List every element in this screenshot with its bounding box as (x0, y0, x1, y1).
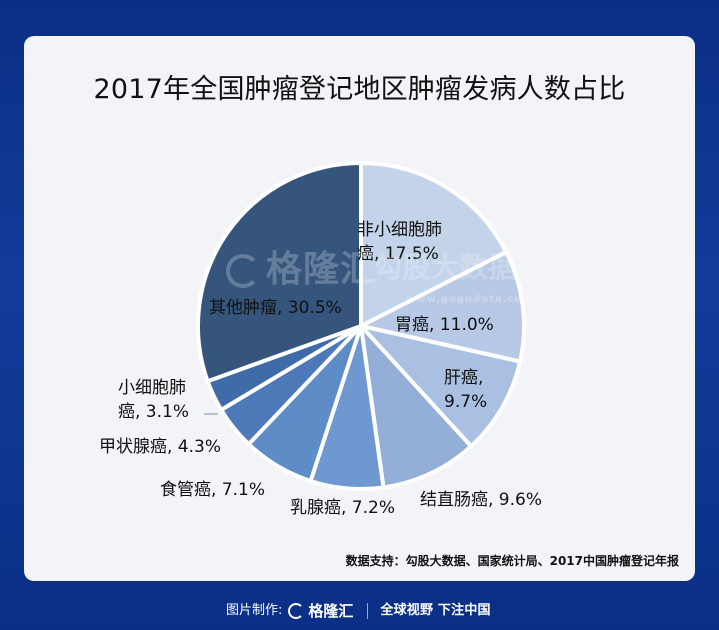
pie-chart: 非小细胞肺癌, 17.5% 胃癌, 11.0% 肝癌, 9.7% 结直肠癌, 9.6% 乳… (99, 161, 542, 518)
pie-label-1: 非小细胞肺癌, 17.5% (357, 220, 442, 264)
footer-logo-mark-icon (288, 603, 305, 619)
footer: 图片制作: 格隆汇 全球视野 下注中国 (226, 599, 491, 623)
pie-slice-4 (359, 324, 474, 490)
footer-logo-text: 格隆汇 (308, 602, 354, 620)
pie-labels: 非小细胞肺癌, 17.5% 胃癌, 11.0% 肝癌, 9.7% 结直肠癌, 9.6% 乳… (99, 220, 542, 518)
pie-slices (196, 161, 526, 491)
footer-divider (367, 603, 369, 619)
pie-label-3-line-1: 肝癌, (444, 368, 483, 388)
pie-label-2-line-1: 胃癌, 11.0% (395, 315, 494, 335)
pie-label-4: 结直肠癌, 9.6% (420, 490, 542, 510)
pie-label-4-line-1: 结直肠癌, 9.6% (420, 490, 542, 510)
pie-label-5: 乳腺癌, 7.2% (290, 498, 395, 518)
footer-label: 图片制作: (226, 603, 283, 618)
pie-label-2: 胃癌, 11.0% (395, 315, 494, 335)
pie-label-6: 食管癌, 7.1% (160, 480, 265, 500)
pie-label-1-line-1: 非小细胞肺 (357, 220, 442, 240)
chart-panel: 2017年全国肿瘤登记地区肿瘤发病人数占比 非小细胞肺癌, 17.5% 胃癌, 1… (24, 36, 695, 581)
data-source-note: 数据支持：勾股大数据、国家统计局、2017中国肿瘤登记年报 (345, 554, 679, 568)
chart-title: 2017年全国肿瘤登记地区肿瘤发病人数占比 (93, 74, 626, 105)
pie-label-8: 小细胞肺癌, 3.1% (118, 378, 189, 422)
pie-label-8-line-1: 小细胞肺 (118, 378, 186, 398)
pie-label-5-line-1: 乳腺癌, 7.2% (290, 498, 395, 518)
pie-slice-1 (359, 161, 509, 328)
pie-label-8-line-2: 癌, 3.1% (118, 402, 189, 422)
pie-label-6-line-1: 食管癌, 7.1% (160, 480, 265, 500)
pie-label-7: 甲状腺癌, 4.3% (99, 437, 221, 457)
pie-slice-3 (359, 324, 523, 449)
pie-label-7-line-1: 甲状腺癌, 4.3% (99, 437, 221, 457)
footer-slogan: 全球视野 下注中国 (380, 603, 491, 618)
pie-slice-9 (196, 161, 363, 384)
pie-label-3: 肝癌, 9.7% (444, 368, 487, 412)
pie-label-9-line-1: 其他肿瘤, 30.5% (209, 298, 342, 318)
pie-label-9: 其他肿瘤, 30.5% (209, 298, 342, 318)
footer-logo: 格隆汇 (288, 603, 353, 619)
pie-label-1-line-2: 癌, 17.5% (357, 244, 439, 264)
pie-label-3-line-2: 9.7% (444, 392, 487, 412)
